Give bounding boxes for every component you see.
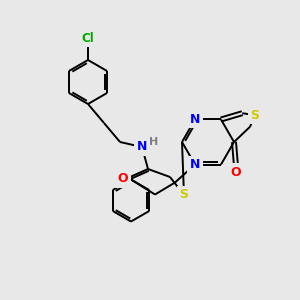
Text: N: N: [137, 140, 147, 154]
Text: N: N: [190, 113, 200, 126]
Text: S: S: [250, 109, 259, 122]
Text: N: N: [190, 158, 200, 171]
Text: H: H: [149, 137, 159, 147]
Text: O: O: [118, 172, 128, 185]
Text: O: O: [231, 166, 241, 178]
Text: Cl: Cl: [82, 32, 94, 44]
Text: S: S: [179, 188, 188, 202]
